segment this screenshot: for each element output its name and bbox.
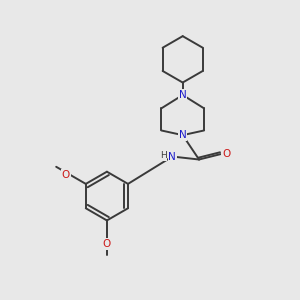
Text: N: N — [179, 90, 187, 100]
Text: N: N — [179, 130, 187, 140]
Text: O: O — [103, 239, 111, 249]
Text: H: H — [160, 151, 167, 160]
Text: N: N — [168, 152, 176, 161]
Text: O: O — [61, 170, 70, 180]
Text: O: O — [222, 149, 230, 159]
